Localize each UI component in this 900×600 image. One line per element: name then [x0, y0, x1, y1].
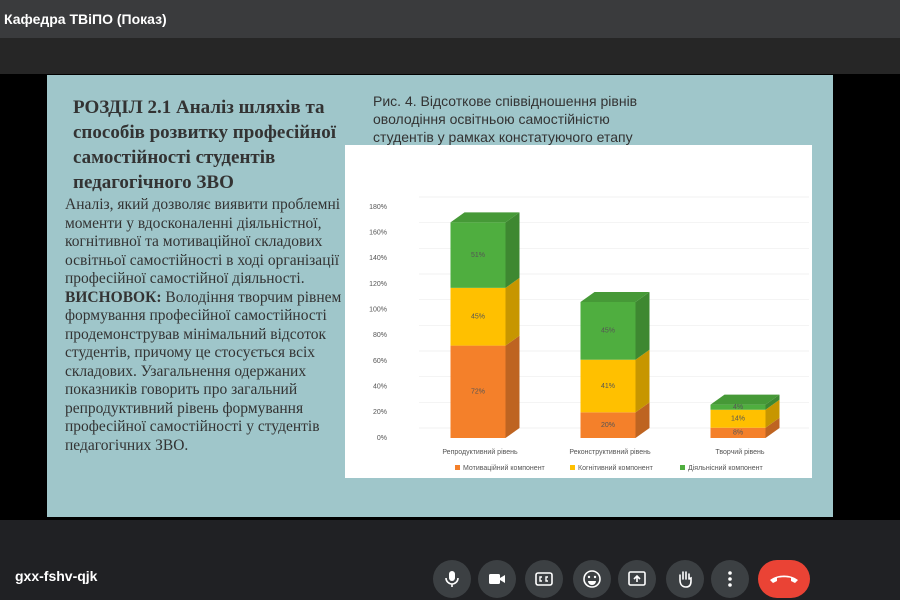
- data-label: 72%: [471, 389, 485, 396]
- intro-text: Аналіз, який дозволяє виявити проблемні …: [65, 196, 341, 287]
- data-label: 20%: [601, 422, 615, 429]
- data-label: 14%: [731, 416, 745, 423]
- figure-caption: Рис. 4. Відсоткове співвідношення рівнів…: [373, 93, 638, 145]
- leave-call-button[interactable]: [758, 560, 810, 598]
- bar-segment: [580, 359, 636, 413]
- bar-side: [635, 291, 650, 360]
- reactions-button[interactable]: [573, 560, 611, 598]
- window-title: Кафедра ТВіПО (Показ): [0, 0, 900, 38]
- bar-segment: [450, 287, 506, 346]
- y-tick-label: 20%: [373, 409, 387, 416]
- legend-swatch: [680, 465, 685, 470]
- x-tick-label: Реконструктивний рівень: [569, 448, 651, 456]
- legend-swatch: [570, 465, 575, 470]
- bar-segment: [580, 412, 636, 438]
- bar-segment: [710, 409, 766, 428]
- bar-segment: [580, 301, 636, 360]
- conclusion-text: Володіння творчим рівнем формування проф…: [65, 288, 342, 454]
- y-tick-label: 160%: [369, 230, 387, 237]
- y-tick-label: 100%: [369, 307, 387, 314]
- toolbar-strip: [0, 38, 900, 74]
- data-label: 8%: [733, 430, 743, 437]
- legend-label: Когнітивний компонент: [578, 464, 654, 472]
- bar-segment: [710, 404, 766, 410]
- bar-side: [765, 394, 780, 410]
- bar-side: [765, 417, 780, 438]
- slide-heading: РОЗДІЛ 2.1 Аналіз шляхів та способів роз…: [73, 97, 336, 193]
- present-button[interactable]: [618, 560, 656, 598]
- bar-side: [765, 399, 780, 428]
- bar-side: [635, 402, 650, 438]
- mic-button[interactable]: [433, 560, 471, 598]
- bar-side: [505, 212, 520, 288]
- meeting-code: gxx-fshv-qjk: [15, 568, 98, 584]
- more-options-button[interactable]: [711, 560, 749, 598]
- legend-label: Мотиваційний компонент: [463, 464, 546, 472]
- conclusion-label: ВИСНОВОК:: [65, 288, 162, 306]
- y-tick-label: 0%: [377, 435, 387, 442]
- data-label: 4%: [733, 404, 743, 411]
- y-tick-label: 40%: [373, 384, 387, 391]
- slide-body: Аналіз, який дозволяє виявити проблемні …: [65, 196, 355, 455]
- bar-top: [450, 212, 520, 223]
- bar-side: [505, 335, 520, 438]
- data-label: 45%: [601, 328, 615, 335]
- x-tick-label: Творчий рівень: [715, 448, 765, 456]
- data-label: 45%: [471, 314, 485, 321]
- bar-side: [635, 349, 650, 413]
- legend-swatch: [455, 465, 460, 470]
- legend-label: Діяльнісний компонент: [688, 464, 764, 472]
- bar-top: [710, 394, 780, 405]
- y-tick-label: 180%: [369, 204, 387, 211]
- y-tick-label: 60%: [373, 358, 387, 365]
- y-tick-label: 140%: [369, 255, 387, 262]
- bar-segment: [450, 345, 506, 438]
- bar-side: [505, 277, 520, 346]
- bar-segment: [710, 427, 766, 438]
- bar-top: [580, 291, 650, 302]
- camera-button[interactable]: [478, 560, 516, 598]
- y-tick-label: 80%: [373, 332, 387, 339]
- data-label: 51%: [471, 252, 485, 259]
- chart: 0% 20% 40% 60% 80% 100% 120% 140% 160% 180% Репрод…: [345, 145, 812, 478]
- raise-hand-button[interactable]: [666, 560, 704, 598]
- data-label: 41%: [601, 383, 615, 390]
- x-tick-label: Репродуктивний рівень: [442, 448, 518, 456]
- y-tick-label: 120%: [369, 281, 387, 288]
- bar-segment: [450, 222, 506, 288]
- captions-button[interactable]: [525, 560, 563, 598]
